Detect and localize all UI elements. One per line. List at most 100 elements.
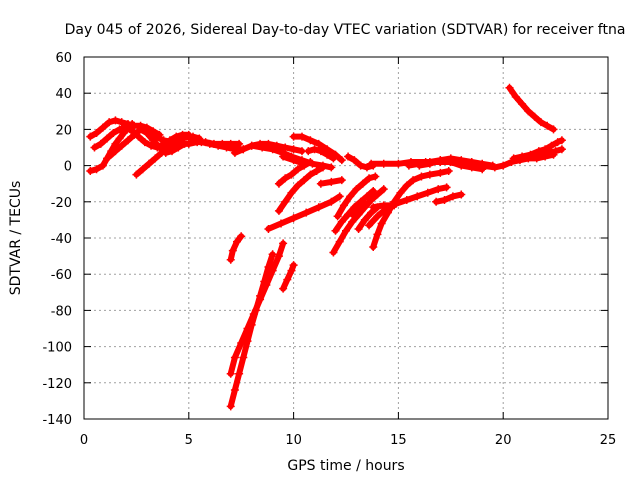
data-point-marker [423, 188, 432, 197]
data-point-marker [159, 136, 168, 145]
data-track [505, 83, 558, 134]
data-point-marker [111, 147, 120, 156]
data-track [226, 232, 246, 264]
data-point-marker [228, 246, 237, 255]
data-point-marker [373, 230, 382, 239]
data-point-marker [306, 157, 315, 166]
data-point-marker [243, 337, 252, 346]
data-point-marker [373, 190, 382, 199]
data-point-marker [335, 237, 344, 246]
data-point-marker [551, 147, 560, 156]
data-point-marker [390, 201, 399, 210]
data-point-marker [230, 148, 239, 157]
data-point-marker [417, 172, 426, 181]
data-point-marker [287, 188, 296, 197]
data-point-marker [331, 226, 340, 235]
data-point-marker [457, 156, 466, 165]
data-point-marker [293, 165, 302, 174]
track-band [227, 233, 245, 263]
y-tick-label: -80 [51, 304, 72, 319]
data-point-marker [530, 152, 539, 161]
data-point-marker [323, 150, 332, 159]
data-point-marker [413, 192, 422, 201]
y-tick-label: -20 [51, 196, 72, 211]
data-point-marker [362, 192, 371, 201]
data-point-marker [222, 143, 231, 152]
data-point-marker [539, 150, 548, 159]
data-point-marker [281, 197, 290, 206]
y-tick-label: 60 [55, 51, 72, 66]
data-track [415, 154, 497, 170]
data-point-marker [109, 129, 118, 138]
data-point-marker [304, 147, 313, 156]
data-point-marker [348, 217, 357, 226]
data-point-marker [281, 174, 290, 183]
data-point-marker [369, 186, 378, 195]
data-point-marker [318, 163, 327, 172]
data-point-marker [337, 176, 346, 185]
data-point-marker [371, 172, 380, 181]
data-point-marker [337, 217, 346, 226]
data-point-marker [379, 185, 388, 194]
data-point-marker [329, 154, 338, 163]
data-point-marker [316, 147, 325, 156]
y-tick-label: -140 [42, 413, 72, 428]
data-point-marker [425, 170, 434, 179]
data-point-marker [448, 192, 457, 201]
data-point-marker [394, 159, 403, 168]
data-point-marker [327, 177, 336, 186]
data-point-marker [436, 168, 445, 177]
data-point-marker [230, 353, 239, 362]
data-point-marker [354, 224, 363, 233]
data-point-marker [358, 179, 367, 188]
data-point-marker [467, 157, 476, 166]
data-point-marker [530, 112, 539, 121]
data-track [530, 145, 566, 161]
data-point-marker [518, 100, 527, 109]
data-points [86, 83, 566, 411]
data-point-marker [247, 320, 256, 329]
data-point-marker [237, 338, 246, 347]
y-tick-label: -40 [51, 232, 72, 247]
data-point-marker [155, 143, 164, 152]
data-point-marker [142, 129, 151, 138]
data-point-marker [362, 163, 371, 172]
data-point-marker [251, 306, 260, 315]
data-point-marker [98, 161, 107, 170]
data-point-marker [377, 219, 386, 228]
data-point-marker [543, 121, 552, 130]
data-point-marker [335, 192, 344, 201]
data-point-marker [302, 208, 311, 217]
data-point-marker [115, 134, 124, 143]
data-point-marker [348, 210, 357, 219]
data-point-marker [425, 159, 434, 168]
x-tick-label: 20 [495, 433, 512, 448]
data-point-marker [360, 199, 369, 208]
data-point-marker [233, 237, 242, 246]
data-point-marker [151, 154, 160, 163]
data-point-marker [289, 261, 298, 270]
data-point-marker [409, 176, 418, 185]
data-point-marker [339, 201, 348, 210]
data-point-marker [536, 118, 545, 127]
data-point-marker [327, 163, 336, 172]
data-point-marker [115, 125, 124, 134]
data-point-marker [365, 174, 374, 183]
data-point-marker [446, 154, 455, 163]
data-point-marker [367, 159, 376, 168]
data-point-marker [505, 83, 514, 92]
data-track [274, 163, 327, 215]
data-point-marker [124, 136, 133, 145]
data-point-marker [103, 134, 112, 143]
data-point-marker [230, 386, 239, 395]
y-tick-label: 40 [55, 87, 72, 102]
data-point-marker [557, 136, 566, 145]
data-point-marker [264, 262, 273, 271]
data-point-marker [337, 156, 346, 165]
data-point-marker [457, 190, 466, 199]
data-point-marker [342, 226, 350, 235]
x-tick-labels: 0 5 10 15 20 25 [80, 433, 616, 448]
data-point-marker [226, 369, 235, 378]
data-point-marker [279, 239, 288, 248]
